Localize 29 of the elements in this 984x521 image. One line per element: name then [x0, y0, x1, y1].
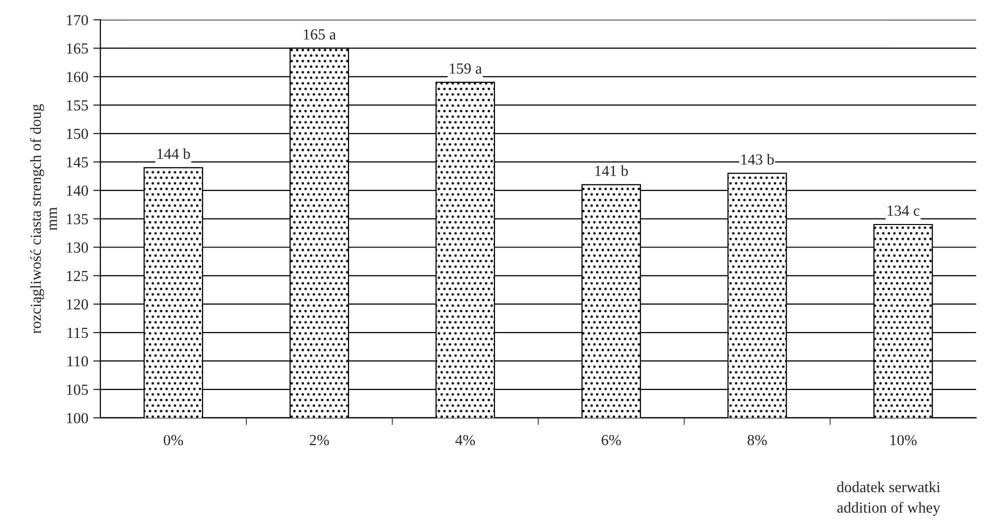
- y-tick-label: 150: [66, 128, 88, 139]
- y-axis-title: rozciągliwość ciasta strengch of doug mm: [30, 104, 57, 334]
- x-axis-title: dodatek serwatki addition of whey: [837, 482, 940, 516]
- data-label: 159 a: [450, 63, 482, 74]
- x-tick-label: 4%: [455, 434, 475, 446]
- y-tick-label: 105: [66, 384, 88, 395]
- data-label: 144 b: [158, 148, 190, 159]
- data-label: 134 c: [888, 206, 920, 216]
- y-tick-label: 120: [66, 299, 88, 310]
- y-tick-label: 160: [66, 72, 88, 82]
- y-tick-label: 130: [66, 242, 88, 253]
- y-tick-label: 100: [66, 412, 88, 424]
- y-tick-label: 145: [66, 157, 88, 168]
- x-tick-label: 2%: [310, 434, 329, 446]
- x-tick-label: 6%: [602, 434, 621, 446]
- y-tick-label: 155: [66, 100, 88, 111]
- y-tick-label: 125: [66, 270, 88, 282]
- x-tick-label: 0%: [164, 434, 184, 446]
- y-tick-label: 165: [66, 43, 88, 54]
- x-tick-label: 8%: [748, 434, 767, 446]
- y-tick-label: 110: [68, 356, 88, 366]
- data-label: 165 a: [304, 29, 336, 40]
- data-label: 143 b: [741, 154, 774, 165]
- y-tick-label: 135: [66, 214, 88, 224]
- data-label: 141 b: [595, 165, 628, 176]
- y-tick-label: 170: [66, 14, 88, 26]
- y-tick-label: 140: [66, 186, 88, 196]
- x-tick-label: 10%: [890, 434, 917, 446]
- y-tick-label: 115: [68, 328, 88, 338]
